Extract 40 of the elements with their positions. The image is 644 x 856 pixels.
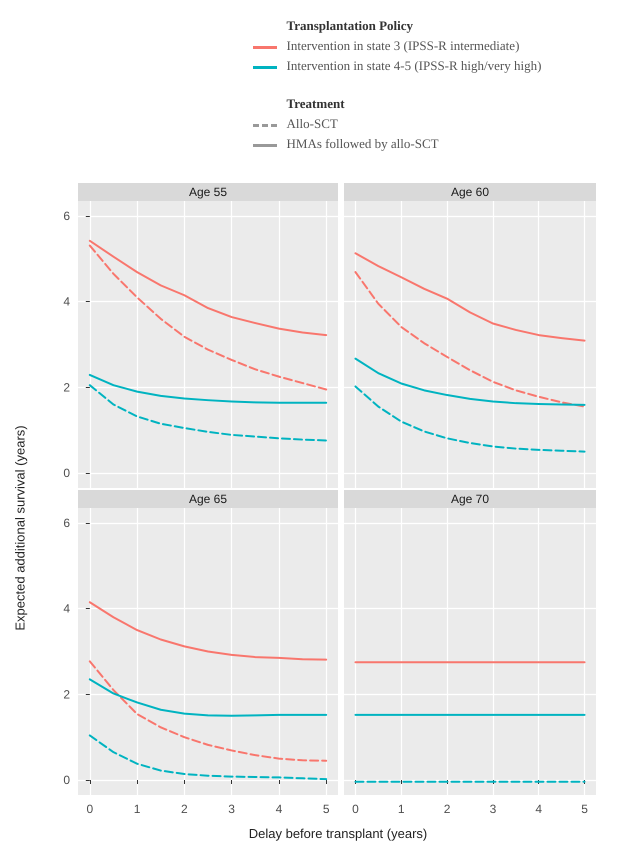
x-tick-label: 0: [86, 802, 94, 816]
line-series: [88, 384, 328, 442]
text: Treatment: [286, 95, 346, 113]
x-tick-label: 4: [276, 802, 283, 816]
y-tick-label: 2: [63, 687, 70, 702]
x-tick-label: 5: [322, 802, 330, 816]
text: HMAs followed by allo-SCT: [286, 136, 439, 151]
y-tick-label: 6: [63, 208, 70, 223]
x-tick-label: 4: [535, 802, 542, 816]
x-tick-label: 1: [134, 802, 141, 816]
line-series: [88, 374, 328, 404]
text: Allo-SCT: [286, 116, 338, 131]
x-tick-label: 3: [228, 802, 236, 816]
chart-title: Age 55: [78, 183, 338, 201]
line-series: [88, 244, 328, 390]
y-axis-title: Expected additional survival (years): [12, 425, 28, 631]
x-tick-label: 1: [398, 802, 405, 816]
x-tick-label: 3: [490, 802, 497, 816]
y-tick-label: 0: [63, 466, 70, 480]
y-tick-label: 4: [63, 294, 70, 309]
x-tick-label: 5: [581, 802, 588, 816]
y-tick-label: 2: [63, 380, 70, 394]
y-tick-label: 6: [63, 516, 70, 530]
x-tick-label: 2: [444, 802, 451, 816]
legend-label: Intervention in state 4-5 (IPSS-R high/very high): [286, 58, 542, 73]
chart-title: Age 70: [344, 490, 596, 508]
legend-title: Transplantation Policy: [286, 17, 414, 35]
chart-title: Age 65: [78, 490, 338, 508]
line-series: [88, 240, 328, 336]
y-tick-label: 4: [63, 602, 70, 616]
x-axis-title: Delay before transplant (years): [248, 826, 428, 841]
line-series: [88, 601, 328, 661]
x-tick-label: 0: [352, 802, 360, 816]
legend-label: Intervention in state 3 (IPSS-R intermediate): [286, 38, 520, 53]
x-tick-label: 2: [181, 802, 188, 816]
y-tick-label: 0: [63, 773, 70, 788]
line-series: [88, 660, 328, 762]
line-series: [88, 734, 328, 780]
line-series: [88, 678, 328, 717]
chart-title: Age 60: [344, 183, 596, 201]
